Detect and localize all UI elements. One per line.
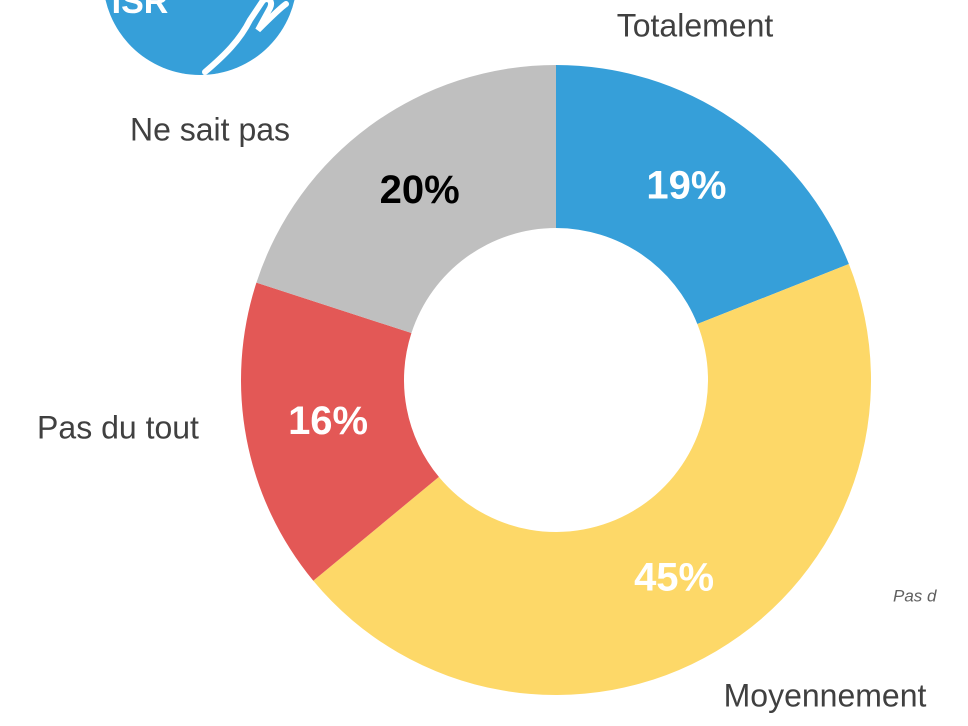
category-label: Moyennement xyxy=(724,677,927,713)
category-label: Ne sait pas xyxy=(130,111,290,147)
logo-hand xyxy=(202,0,289,75)
donut-slice xyxy=(313,264,871,695)
value-label: 19% xyxy=(646,164,726,208)
value-label: 16% xyxy=(288,399,368,443)
category-label: Pas du tout xyxy=(37,409,199,445)
donut-slice xyxy=(556,65,849,325)
value-label: 20% xyxy=(380,168,460,212)
logo: ISR xyxy=(105,0,295,75)
logo-text: ISR xyxy=(112,0,169,21)
donut-slice xyxy=(256,65,556,334)
logo-circle xyxy=(105,0,295,75)
donut-slice xyxy=(240,282,439,581)
note: Pas d xyxy=(893,586,937,605)
category-label: Totalement xyxy=(617,7,774,43)
value-label: 45% xyxy=(634,555,714,599)
